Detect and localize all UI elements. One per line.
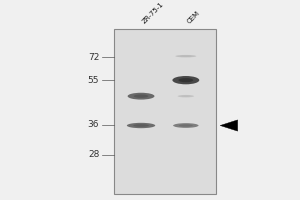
Text: 28: 28 xyxy=(88,150,99,159)
Text: 36: 36 xyxy=(88,120,99,129)
Ellipse shape xyxy=(133,124,149,127)
Ellipse shape xyxy=(176,55,196,57)
Ellipse shape xyxy=(179,124,193,127)
Ellipse shape xyxy=(181,96,190,97)
Ellipse shape xyxy=(172,76,199,84)
Ellipse shape xyxy=(180,56,192,57)
Bar xyxy=(114,29,216,194)
Text: 55: 55 xyxy=(88,76,99,85)
Ellipse shape xyxy=(178,95,194,97)
Text: CEM: CEM xyxy=(186,10,201,25)
Polygon shape xyxy=(220,120,238,131)
Text: 72: 72 xyxy=(88,53,99,62)
Ellipse shape xyxy=(173,123,199,128)
Ellipse shape xyxy=(134,94,148,98)
Ellipse shape xyxy=(128,93,154,100)
Ellipse shape xyxy=(127,123,155,128)
Ellipse shape xyxy=(178,78,193,82)
Text: ZR-75-1: ZR-75-1 xyxy=(141,1,165,25)
